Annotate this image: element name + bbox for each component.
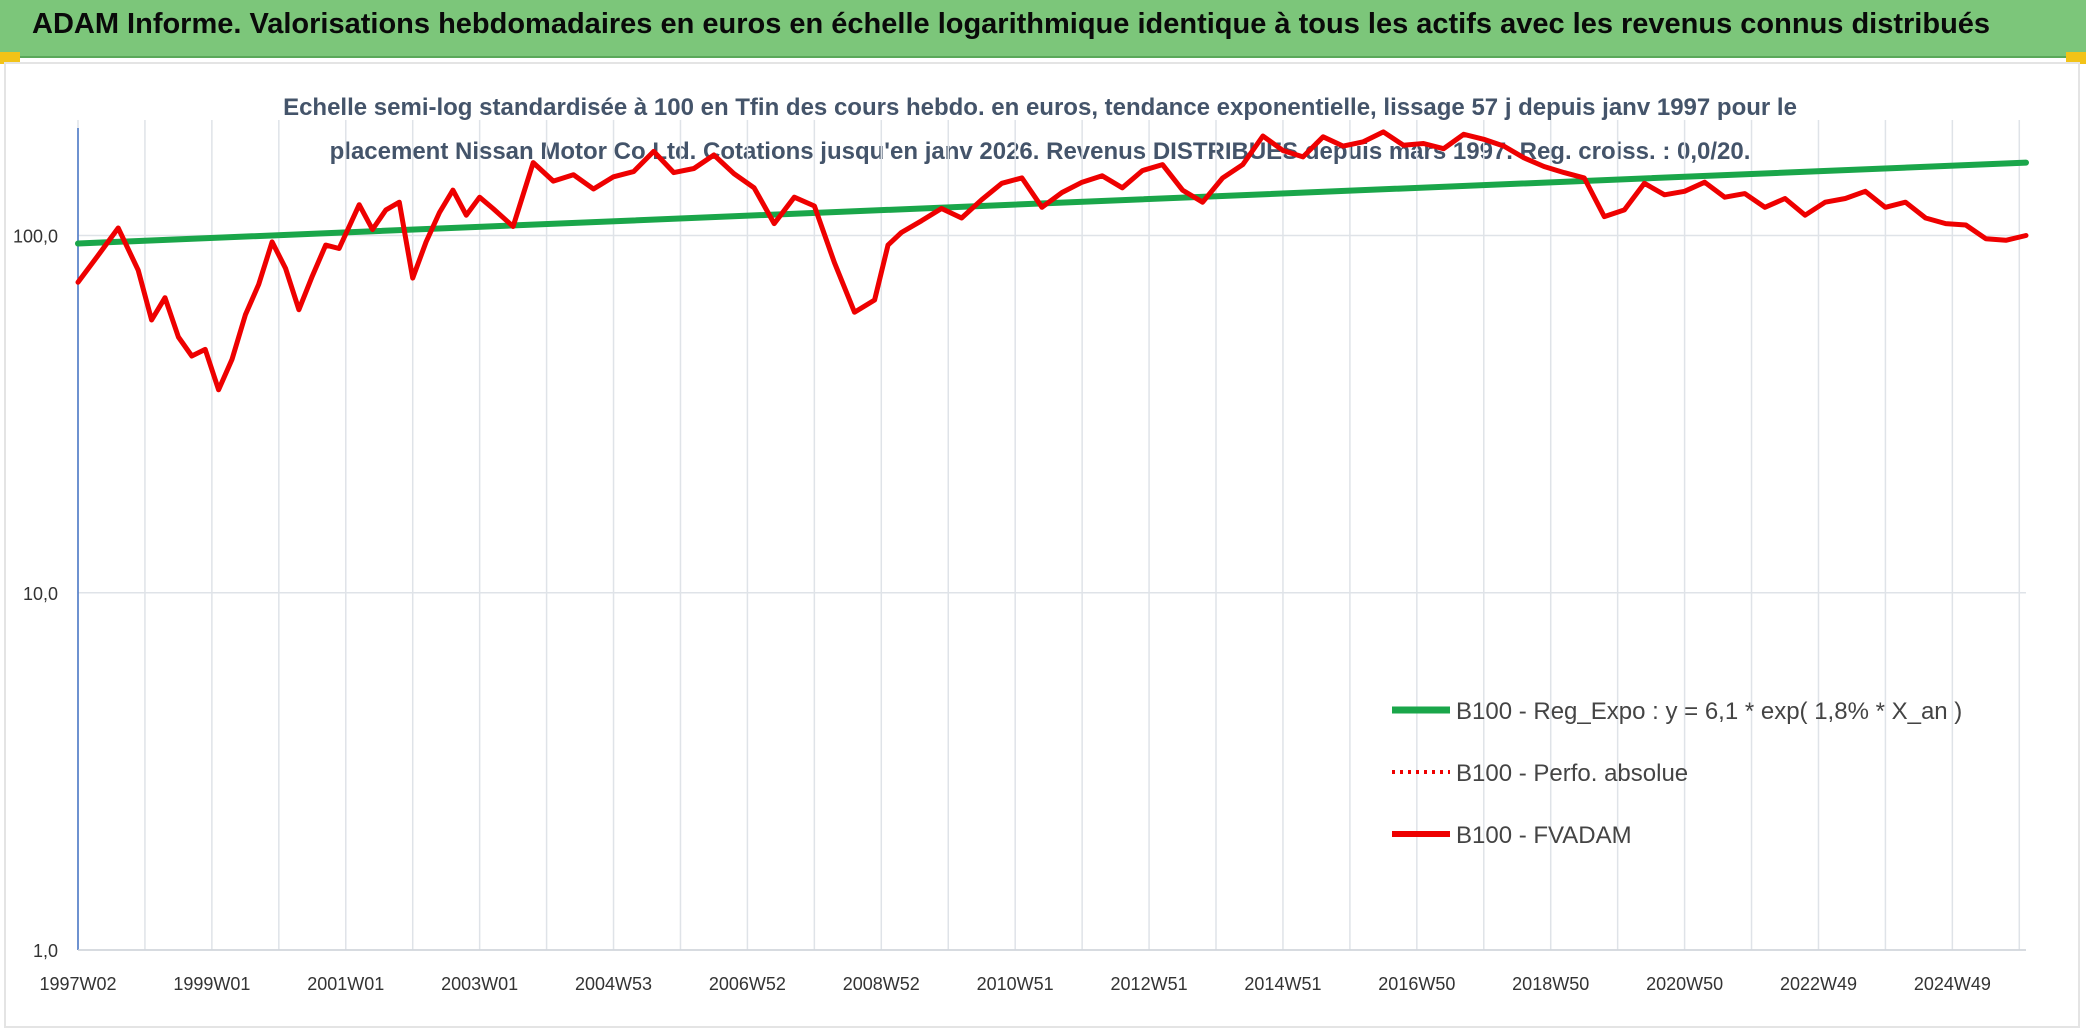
legend-label: B100 - Perfo. absolue bbox=[1456, 760, 1688, 787]
y-tick-label: 10,0 bbox=[23, 584, 58, 604]
y-tick-label: 1,0 bbox=[33, 941, 58, 961]
x-tick-label: 2001W01 bbox=[307, 974, 384, 994]
chart-legend: B100 - Reg_Expo : y = 6,1 * exp( 1,8% * … bbox=[1392, 698, 1962, 849]
x-tick-label: 2003W01 bbox=[441, 974, 518, 994]
x-tick-label: 2012W51 bbox=[1111, 974, 1188, 994]
x-tick-label: 1999W01 bbox=[173, 974, 250, 994]
x-tick-label: 2020W50 bbox=[1646, 974, 1723, 994]
series-layer bbox=[75, 129, 2029, 393]
axis-layer: 1,0 10,0 100,0 1997W02 1999W01 2001W01 2003W01… bbox=[13, 128, 2026, 994]
x-tick-label: 2024W49 bbox=[1914, 974, 1991, 994]
legend-label: B100 - FVADAM bbox=[1456, 822, 1632, 849]
regression-line bbox=[75, 159, 2029, 247]
x-tick-label: 1997W02 bbox=[39, 974, 116, 994]
corner-accent-right bbox=[2066, 52, 2086, 64]
x-tick-label: 2022W49 bbox=[1780, 974, 1857, 994]
x-tick-label: 2014W51 bbox=[1244, 974, 1321, 994]
report-title: ADAM Informe. Valorisations hebdomadaire… bbox=[32, 8, 1991, 40]
y-tick-label: 100,0 bbox=[13, 227, 58, 247]
grid-layer bbox=[77, 120, 2026, 951]
x-tick-label: 2006W52 bbox=[709, 974, 786, 994]
chart-frame bbox=[4, 62, 2080, 1028]
x-tick-label: 2004W53 bbox=[575, 974, 652, 994]
report-banner: ADAM Informe. Valorisations hebdomadaire… bbox=[0, 0, 2086, 58]
x-tick-label: 2010W51 bbox=[977, 974, 1054, 994]
x-tick-label: 2016W50 bbox=[1378, 974, 1455, 994]
x-tick-label: 2008W52 bbox=[843, 974, 920, 994]
legend-label: B100 - Reg_Expo : y = 6,1 * exp( 1,8% * … bbox=[1456, 698, 1962, 725]
fvadam-line bbox=[75, 129, 2029, 393]
corner-accent-left bbox=[0, 52, 20, 64]
x-tick-label: 2018W50 bbox=[1512, 974, 1589, 994]
